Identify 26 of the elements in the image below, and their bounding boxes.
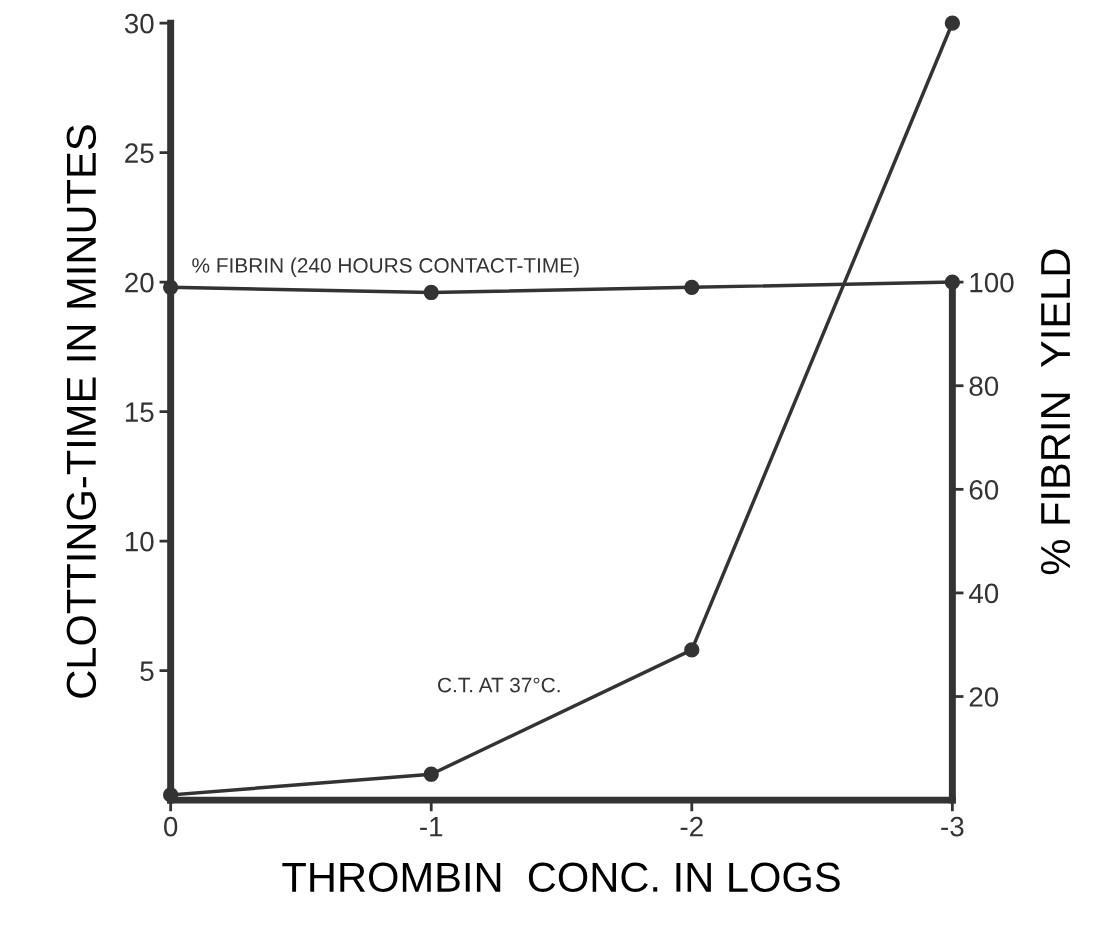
series-label: C.T. AT 37°C. xyxy=(438,677,560,693)
y-tick-label: 30 xyxy=(124,13,154,34)
y2-axis-title: % FIBRIN YIELD xyxy=(1040,249,1071,575)
y-tick-label: 15 xyxy=(125,402,154,422)
x-tick-label: 0 xyxy=(164,816,178,837)
y2-tick-label: 40 xyxy=(968,583,999,604)
point xyxy=(944,15,961,31)
y-tick-label: 5 xyxy=(140,661,154,681)
point xyxy=(423,766,439,782)
y-tick-label: 25 xyxy=(125,143,154,163)
y2-tick-label: 60 xyxy=(969,479,999,500)
point xyxy=(163,279,179,295)
y2-tick-label: 20 xyxy=(969,687,999,707)
y-tick-label: 20 xyxy=(125,272,154,293)
x-axis-title: THROMBIN CONC. IN LOGS xyxy=(282,862,840,893)
point xyxy=(423,284,439,301)
y2-tick-label: 80 xyxy=(969,376,999,397)
point xyxy=(684,279,700,295)
x-tick-label: -2 xyxy=(680,816,703,837)
y-axis-title: CLOTTING-TIME IN MINUTES xyxy=(66,125,97,698)
y2-tick-label: 100 xyxy=(970,272,1014,293)
x-tick-label: -3 xyxy=(941,816,964,837)
series-label: % FIBRIN (240 HOURS CONTACT-TIME) xyxy=(192,257,579,277)
point xyxy=(684,642,700,658)
x-tick-label: -1 xyxy=(420,817,443,837)
y-tick-label: 10 xyxy=(125,531,154,552)
